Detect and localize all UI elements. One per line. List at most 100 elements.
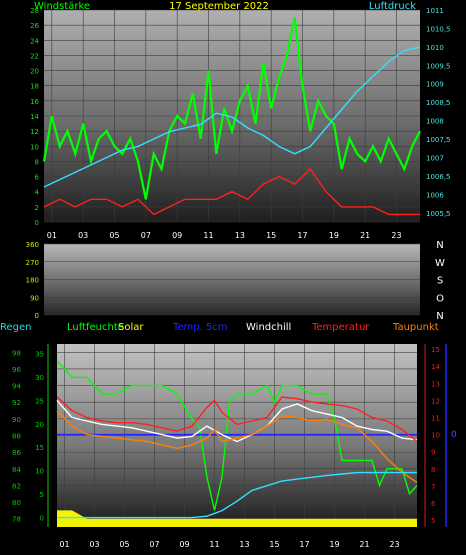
- wind-tick-label: 0: [35, 219, 39, 227]
- humidity-tick-label: 84: [12, 466, 21, 474]
- rain-tick-label: 25: [35, 397, 44, 405]
- wind-tick-label: 8: [35, 158, 39, 166]
- x-tick-label: 13: [235, 231, 245, 240]
- x-tick-label: 21: [359, 540, 369, 549]
- x-tick-label: 17: [299, 540, 309, 549]
- x-tick-label: 23: [391, 231, 401, 240]
- x-tick-label: 09: [179, 540, 189, 549]
- pressure-tick-label: 1011: [426, 7, 444, 15]
- compass-label: S: [437, 276, 443, 287]
- legend-entry: Windchill: [246, 322, 291, 333]
- x-tick-label: 05: [119, 540, 129, 549]
- pressure-tick-label: 1008: [426, 118, 444, 126]
- humidity-temperature-series: [56, 360, 418, 527]
- series-line: [42, 17, 421, 200]
- x-tick-label: 01: [59, 540, 69, 549]
- temperature-tick-label: 13: [431, 380, 440, 388]
- series-line: [56, 410, 418, 484]
- temperature-tick-label: 11: [431, 415, 440, 423]
- series-line: [43, 167, 420, 216]
- rain-tick-label: 30: [35, 374, 44, 382]
- pressure-axis-title: Luftdruck: [369, 1, 416, 12]
- humidity-tick-label: 96: [12, 366, 21, 374]
- wind-direction-tick-label: 270: [26, 259, 39, 267]
- x-tick-label: 03: [89, 540, 99, 549]
- temperature-tick-label: 15: [431, 346, 440, 354]
- temperature-tick-label: 5: [431, 517, 435, 525]
- compass-label: W: [435, 258, 445, 269]
- wind-tick-label: 14: [30, 113, 39, 121]
- x-tick-label: 01: [47, 231, 57, 240]
- wind-tick-label: 6: [35, 174, 40, 182]
- humidity-tick-label: 94: [12, 383, 21, 391]
- wind-direction-ticks: 0 90 180 270 360: [26, 241, 39, 320]
- rain-tick-label: 10: [35, 468, 44, 476]
- wind-direction-grid: [44, 243, 420, 316]
- rain-tick-label: 20: [35, 421, 44, 429]
- legend-entry: Solar: [118, 322, 144, 333]
- x-tick-label: 11: [203, 231, 213, 240]
- wind-tick-label: 12: [30, 128, 39, 136]
- x-tick-label: 07: [149, 540, 159, 549]
- humidity-tick-label: 80: [12, 499, 21, 507]
- pressure-tick-label: 1010,5: [426, 25, 451, 33]
- wind-direction-tick-label: 180: [26, 277, 39, 285]
- temperature-tick-label: 9: [431, 449, 435, 457]
- temperature-tick-label: 7: [431, 483, 435, 491]
- x-tick-label: 07: [141, 231, 151, 240]
- pressure-tick-label: 1008,5: [426, 99, 451, 107]
- x-tick-label: 19: [329, 231, 339, 240]
- wind-direction-tick-label: 0: [35, 312, 39, 320]
- humidity-tick-label: 86: [12, 449, 21, 457]
- compass-label: N: [436, 240, 443, 251]
- pressure-tick-label: 1005,5: [426, 210, 451, 218]
- solar-area: [57, 510, 417, 527]
- compass-label: N: [436, 311, 443, 322]
- rain-tick-label: 35: [35, 350, 44, 358]
- temperature-tick-label: 10: [431, 432, 440, 440]
- x-tick-label: 15: [269, 540, 279, 549]
- wind-tick-label: 10: [30, 143, 39, 151]
- humidity-tick-label: 82: [12, 482, 21, 490]
- wind-tick-label: 24: [30, 37, 39, 45]
- x-tick-label: 03: [78, 231, 88, 240]
- wind-pressure-grid: [44, 9, 420, 223]
- legend-entry: Temp. 5cm: [172, 322, 228, 333]
- x-tick-label: 11: [209, 540, 219, 549]
- humidity-temperature-x-ticks: 01 03 05 07 09 11 13 15 17 19 21 23: [59, 540, 399, 549]
- x-tick-label: 21: [360, 231, 370, 240]
- humidity-tick-label: 92: [12, 399, 21, 407]
- temperature-tick-label: 8: [431, 466, 435, 474]
- wind-tick-label: 2: [35, 204, 39, 212]
- rain-axis-ticks: 0 5 10 15 20 25 30 35: [35, 344, 49, 527]
- humidity-axis-ticks: 78 80 82 84 86 88 90 92 94 96 98: [12, 349, 21, 523]
- temperature-tick-label: 14: [431, 363, 440, 371]
- temperature-tick-label: 12: [431, 397, 440, 405]
- series-line: [43, 46, 421, 188]
- wind-tick-label: 22: [30, 52, 39, 60]
- x-tick-label: 19: [329, 540, 339, 549]
- legend-entry: Regen: [0, 322, 32, 333]
- pressure-tick-label: 1009,5: [426, 62, 451, 70]
- series-line: [56, 399, 418, 443]
- compass-label: O: [436, 293, 444, 304]
- temperature-tick-label: 6: [431, 500, 436, 508]
- pressure-tick-label: 1010: [426, 44, 444, 52]
- pressure-tick-label: 1006,5: [426, 173, 451, 181]
- wind-tick-label: 4: [35, 189, 40, 197]
- wind-tick-label: 28: [30, 7, 39, 15]
- x-tick-label: 23: [389, 540, 399, 549]
- legend-entry: Taupunkt: [392, 322, 439, 333]
- rain-tick-label: 15: [35, 444, 44, 452]
- legend-entry: Luftfeuchte: [67, 322, 124, 333]
- temperature-axis-ticks: 5 6 7 8 9 10 11 12 13 14 15: [424, 344, 447, 527]
- x-tick-label: 15: [266, 231, 276, 240]
- pressure-axis-ticks: 1005,5 1006 1006,5 1007 1007,5 1008 1008,5 1009…: [426, 7, 451, 218]
- wind-pressure-series: [42, 17, 421, 216]
- humidity-tick-label: 78: [12, 516, 21, 524]
- wind-tick-label: 26: [30, 22, 39, 30]
